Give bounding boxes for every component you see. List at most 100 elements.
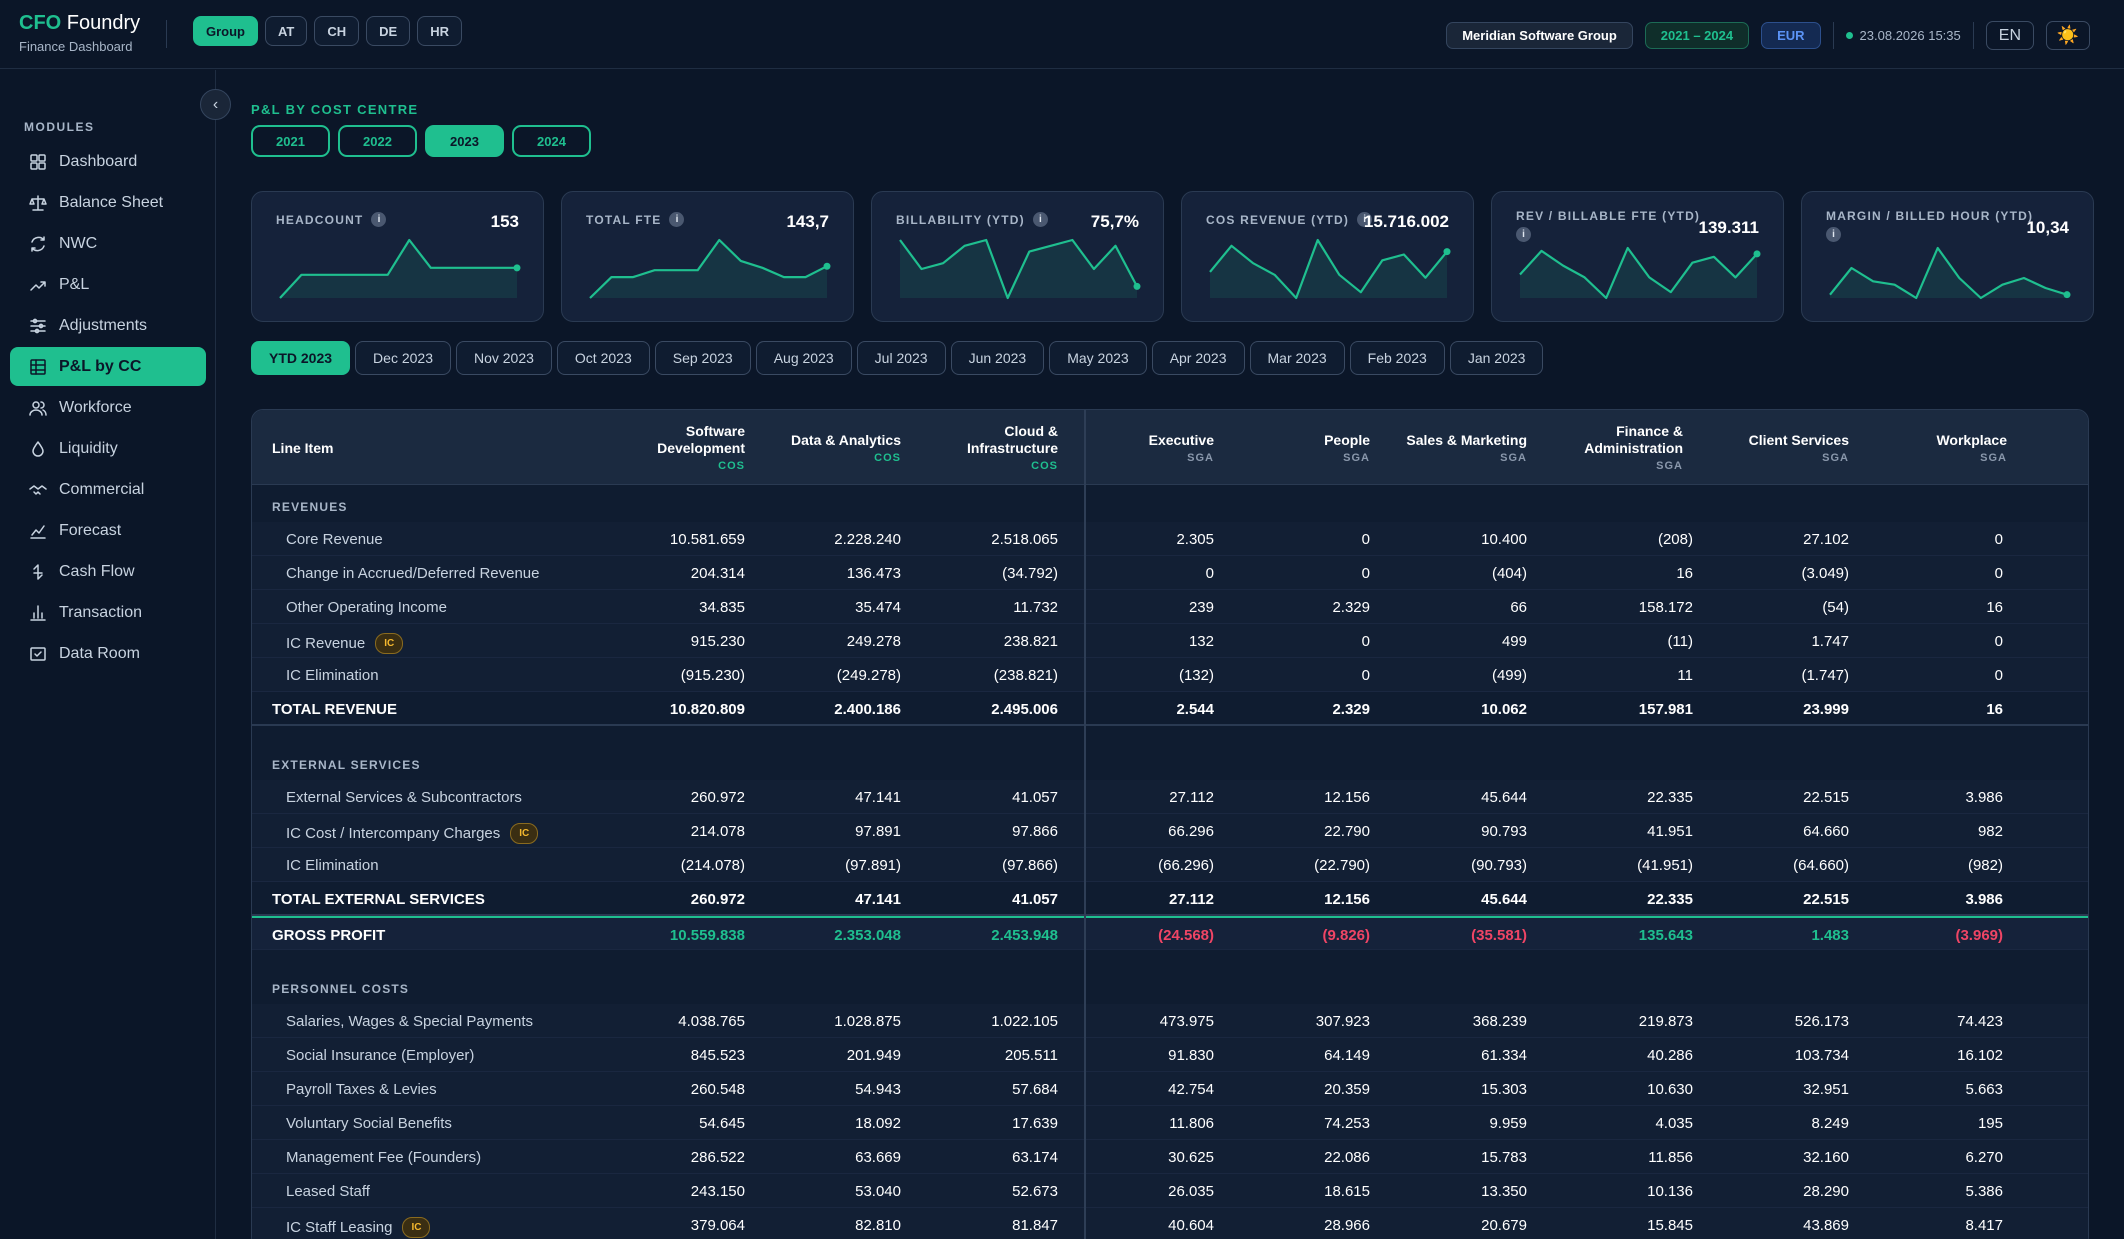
kpi-card-headcount[interactable]: HEADCOUNT i 153 — [251, 191, 544, 322]
period-tab-jan-2023[interactable]: Jan 2023 — [1449, 341, 1544, 375]
column-header-sales-marketing[interactable]: Sales & Marketing SGA — [1387, 410, 1527, 485]
entity-tab-at[interactable]: AT — [265, 16, 308, 46]
table-row[interactable]: External Services & Subcontractors 260.97… — [252, 780, 2088, 814]
kpi-card-cos-revenue-ytd[interactable]: COS REVENUE (YTD) i 15.716.002 — [1181, 191, 1474, 322]
language-button[interactable]: EN — [1985, 21, 2034, 50]
entity-tab-ch[interactable]: CH — [314, 16, 360, 46]
table-cell: 526.173 — [1794, 1013, 1849, 1030]
info-icon[interactable]: i — [1357, 212, 1373, 227]
modules-label: MODULES — [24, 120, 95, 134]
sidebar-item-transaction[interactable]: Transaction — [10, 593, 206, 632]
table-row[interactable]: Voluntary Social Benefits 54.645 18.092 17.… — [252, 1106, 2088, 1140]
table-cell: 10.820.809 — [669, 701, 745, 718]
period-tab-aug-2023[interactable]: Aug 2023 — [755, 341, 852, 375]
info-icon[interactable]: i — [669, 212, 685, 227]
table-row[interactable]: Salaries, Wages & Special Payments 4.038.… — [252, 1004, 2088, 1038]
period-range-badge[interactable]: 2021 – 2024 — [1644, 22, 1750, 49]
sidebar-item-dashboard[interactable]: Dashboard — [10, 142, 206, 181]
year-tab-2022[interactable]: 2022 — [338, 125, 417, 157]
period-tab-ytd-2023[interactable]: YTD 2023 — [251, 341, 351, 375]
period-tab-nov-2023[interactable]: Nov 2023 — [455, 341, 552, 375]
brand[interactable]: CFO Foundry Finance Dashboard — [19, 12, 140, 54]
sidebar-item-workforce[interactable]: Workforce — [10, 388, 206, 427]
column-header-executive[interactable]: Executive SGA — [1074, 410, 1214, 485]
trend-icon — [29, 276, 47, 294]
sidebar-collapse-chevron-left-icon[interactable]: ‹ — [200, 89, 231, 120]
period-tab-apr-2023[interactable]: Apr 2023 — [1151, 341, 1245, 375]
info-icon[interactable]: i — [1032, 212, 1048, 227]
year-tab-2024[interactable]: 2024 — [512, 125, 591, 157]
period-tab-mar-2023[interactable]: Mar 2023 — [1249, 341, 1345, 375]
period-tab-may-2023[interactable]: May 2023 — [1049, 341, 1147, 375]
kpi-value: 10,34 — [2026, 218, 2069, 237]
info-icon[interactable]: i — [371, 212, 387, 227]
sidebar-item-data-room[interactable]: Data Room — [10, 634, 206, 673]
table-row[interactable]: Management Fee (Founders) 286.522 63.669 63… — [252, 1140, 2088, 1174]
column-header-line-item[interactable]: Line Item — [272, 439, 334, 456]
column-header-workplace[interactable]: Workplace SGA — [1867, 410, 2007, 485]
sidebar-item-commercial[interactable]: Commercial — [10, 470, 206, 509]
period-tab-jul-2023[interactable]: Jul 2023 — [856, 341, 946, 375]
entity-tab-de[interactable]: DE — [366, 16, 411, 46]
company-selector[interactable]: Meridian Software Group — [1446, 22, 1633, 49]
theme-toggle-sun-icon[interactable]: ☀️ — [2046, 21, 2090, 50]
period-tab-dec-2023[interactable]: Dec 2023 — [355, 341, 451, 375]
sidebar-item-p-l[interactable]: P&L — [10, 265, 206, 304]
table-row[interactable]: Social Insurance (Employer) 845.523 201.94… — [252, 1038, 2088, 1072]
table-cell: 42.754 — [1168, 1081, 1214, 1098]
period-tab-oct-2023[interactable]: Oct 2023 — [556, 341, 650, 375]
column-header-data-analytics[interactable]: Data & Analytics COS — [761, 410, 901, 485]
table-cell: (35.581) — [1471, 927, 1527, 944]
table-cell: (982) — [1967, 857, 2003, 874]
sidebar-item-balance-sheet[interactable]: Balance Sheet — [10, 183, 206, 222]
year-tab-2023[interactable]: 2023 — [425, 125, 504, 157]
period-tab-jun-2023[interactable]: Jun 2023 — [950, 341, 1045, 375]
table-cell: 66.296 — [1168, 823, 1214, 840]
sparkline-area — [590, 240, 827, 298]
total-revenue-row[interactable]: TOTAL REVENUE 10.820.809 2.400.186 2.495.00… — [252, 692, 2088, 726]
table-cell: 66 — [1510, 599, 1527, 616]
sidebar-item-p-l-by-cc[interactable]: P&L by CC — [10, 347, 206, 386]
sidebar-item-cash-flow[interactable]: Cash Flow — [10, 552, 206, 591]
kpi-card-margin-billed-hour-ytd[interactable]: MARGIN / BILLED HOUR (YTD) i 10,34 — [1801, 191, 2094, 322]
sidebar-item-label: Liquidity — [59, 439, 118, 457]
kpi-card-billability-ytd[interactable]: BILLABILITY (YTD) i 75,7% — [871, 191, 1164, 322]
intercompany-badge: IC — [375, 633, 404, 654]
gross-profit-row[interactable]: GROSS PROFIT 10.559.838 2.353.048 2.453.948… — [252, 916, 2088, 950]
sidebar-item-adjustments[interactable]: Adjustments — [10, 306, 206, 345]
column-header-client-services[interactable]: Client Services SGA — [1709, 410, 1849, 485]
table-row[interactable]: Core Revenue 10.581.659 2.228.240 2.518.065… — [252, 522, 2088, 556]
column-header-cloud-infrastructure[interactable]: Cloud & Infrastructure COS — [918, 410, 1058, 485]
table-row[interactable]: Leased Staff 243.150 53.040 52.673 26.035 18.… — [252, 1174, 2088, 1208]
column-header-people[interactable]: People SGA — [1230, 410, 1370, 485]
column-header-finance-administration[interactable]: Finance & Administration SGA — [1543, 410, 1683, 485]
year-tab-2021[interactable]: 2021 — [251, 125, 330, 157]
table-cell: 9.959 — [1489, 1115, 1527, 1132]
kpi-card-rev-billable-fte-ytd[interactable]: REV / BILLABLE FTE (YTD) i 139.311 — [1491, 191, 1784, 322]
period-tab-feb-2023[interactable]: Feb 2023 — [1349, 341, 1445, 375]
table-cell: 2.329 — [1332, 701, 1370, 718]
sidebar-item-forecast[interactable]: Forecast — [10, 511, 206, 550]
info-icon[interactable]: i — [1516, 227, 1531, 242]
table-row[interactable]: Payroll Taxes & Levies 260.548 54.943 57.68… — [252, 1072, 2088, 1106]
entity-tab-hr[interactable]: HR — [417, 16, 462, 46]
info-icon[interactable]: i — [1826, 227, 1841, 242]
kpi-card-total-fte[interactable]: TOTAL FTE i 143,7 — [561, 191, 854, 322]
column-header-software-development[interactable]: Software Development COS — [605, 410, 745, 485]
total-external-services-row[interactable]: TOTAL EXTERNAL SERVICES 260.972 47.141 41.0… — [252, 882, 2088, 916]
dashboard-icon — [29, 153, 47, 171]
table-row[interactable]: IC Staff Leasing IC 379.064 82.810 81.847 40.… — [252, 1208, 2088, 1239]
currency-badge[interactable]: EUR — [1761, 22, 1821, 49]
period-tab-sep-2023[interactable]: Sep 2023 — [654, 341, 751, 375]
sidebar-item-liquidity[interactable]: Liquidity — [10, 429, 206, 468]
table-cell: 1.022.105 — [991, 1013, 1058, 1030]
table-cell: 4.035 — [1655, 1115, 1693, 1132]
table-row[interactable]: Other Operating Income 34.835 35.474 11.732… — [252, 590, 2088, 624]
table-row[interactable]: IC Cost / Intercompany Charges IC 214.078 9… — [252, 814, 2088, 848]
table-row[interactable]: IC Revenue IC 915.230 249.278 238.821 132 0 499… — [252, 624, 2088, 658]
table-row[interactable]: IC Elimination (915.230) (249.278) (238.821… — [252, 658, 2088, 692]
table-row[interactable]: IC Elimination (214.078) (97.891) (97.866) (… — [252, 848, 2088, 882]
table-row[interactable]: Change in Accrued/Deferred Revenue 204.31… — [252, 556, 2088, 590]
entity-tab-group[interactable]: Group — [193, 16, 258, 46]
sidebar-item-nwc[interactable]: NWC — [10, 224, 206, 263]
